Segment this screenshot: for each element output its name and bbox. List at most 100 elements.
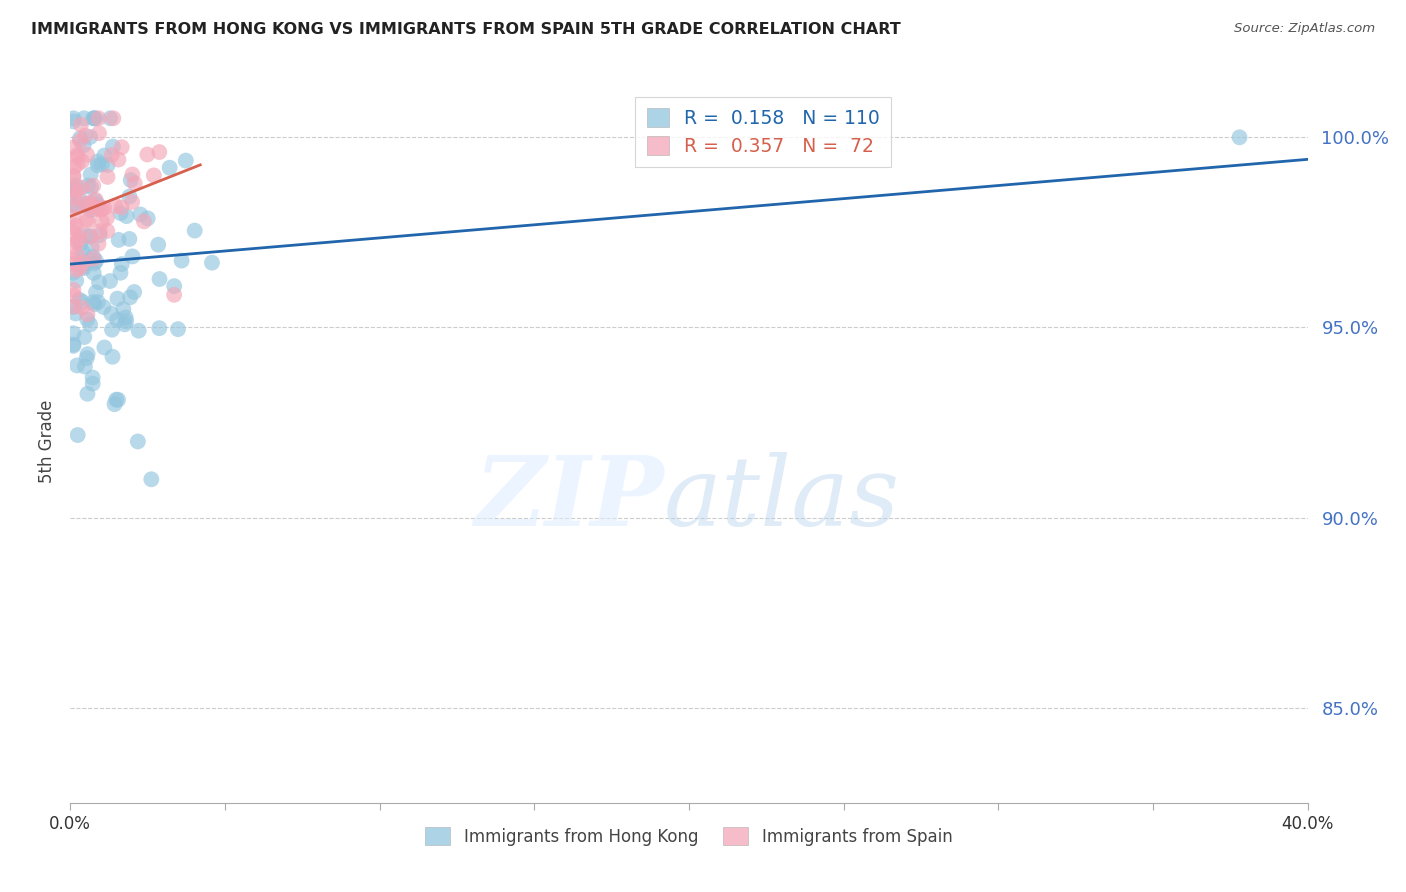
Point <box>82 199 104 213</box>
Point <box>65 178 87 193</box>
Point <box>82 295 104 310</box>
Point <box>124 177 146 191</box>
Point <box>110 266 132 280</box>
Point <box>79 318 101 332</box>
Point <box>62 114 84 128</box>
Point <box>76 212 98 227</box>
Point <box>76 351 98 366</box>
Point <box>163 288 186 302</box>
Point <box>118 189 141 203</box>
Point <box>62 226 84 240</box>
Point <box>111 257 134 271</box>
Point <box>96 169 118 184</box>
Point <box>105 313 128 327</box>
Point <box>73 261 96 276</box>
Point <box>62 326 84 341</box>
Point <box>141 472 163 486</box>
Point <box>72 138 94 153</box>
Point <box>80 200 103 214</box>
Point <box>79 195 101 210</box>
Point <box>79 229 101 244</box>
Point <box>62 300 84 314</box>
Point <box>65 219 87 233</box>
Point <box>86 202 108 216</box>
Point <box>170 253 193 268</box>
Point <box>67 190 90 204</box>
Point <box>72 256 94 270</box>
Point <box>82 250 104 264</box>
Point <box>93 148 115 162</box>
Point <box>80 240 103 254</box>
Point <box>69 260 91 275</box>
Point <box>82 112 104 126</box>
Point <box>76 386 98 401</box>
Point <box>114 318 136 332</box>
Point <box>83 256 105 270</box>
Point <box>66 157 89 171</box>
Point <box>115 209 138 223</box>
Point <box>62 112 84 126</box>
Point <box>69 131 91 145</box>
Point <box>97 158 120 172</box>
Point <box>63 160 86 174</box>
Point <box>62 169 84 183</box>
Point <box>120 173 142 187</box>
Point <box>70 252 93 267</box>
Point <box>127 434 149 449</box>
Point <box>72 294 94 309</box>
Point <box>62 169 84 184</box>
Point <box>77 178 100 193</box>
Point <box>75 228 97 243</box>
Point <box>101 139 124 153</box>
Point <box>70 301 93 315</box>
Point <box>148 321 170 335</box>
Point <box>87 275 110 289</box>
Point <box>100 307 122 321</box>
Point <box>132 214 155 228</box>
Point <box>87 126 110 140</box>
Point <box>66 150 89 164</box>
Point <box>76 347 98 361</box>
Point <box>75 197 97 211</box>
Point <box>66 184 89 198</box>
Point <box>69 134 91 148</box>
Point <box>84 193 107 207</box>
Y-axis label: 5th Grade: 5th Grade <box>38 400 56 483</box>
Point <box>107 392 129 407</box>
Point <box>65 274 87 288</box>
Point <box>70 118 93 132</box>
Point <box>62 257 84 271</box>
Point <box>62 140 84 154</box>
Point <box>62 300 84 314</box>
Point <box>148 237 170 252</box>
Point <box>63 190 86 204</box>
Point <box>72 245 94 260</box>
Point <box>70 180 93 194</box>
Point <box>83 297 105 311</box>
Point <box>66 359 89 373</box>
Point <box>70 154 93 169</box>
Point <box>62 239 84 253</box>
Text: IMMIGRANTS FROM HONG KONG VS IMMIGRANTS FROM SPAIN 5TH GRADE CORRELATION CHART: IMMIGRANTS FROM HONG KONG VS IMMIGRANTS … <box>31 22 901 37</box>
Point <box>136 211 159 226</box>
Point <box>73 330 96 344</box>
Point <box>84 285 107 300</box>
Point <box>174 153 197 168</box>
Point <box>77 214 100 228</box>
Point <box>90 202 112 216</box>
Point <box>101 323 124 337</box>
Point <box>83 252 105 266</box>
Point <box>98 274 121 288</box>
Text: atlas: atlas <box>664 452 900 546</box>
Point <box>90 157 112 171</box>
Point <box>67 227 90 241</box>
Point <box>73 359 96 374</box>
Point <box>107 153 129 167</box>
Point <box>1229 130 1251 145</box>
Point <box>65 306 87 320</box>
Point <box>148 272 170 286</box>
Point <box>87 295 110 310</box>
Point <box>83 112 105 126</box>
Point <box>103 397 125 411</box>
Point <box>76 312 98 326</box>
